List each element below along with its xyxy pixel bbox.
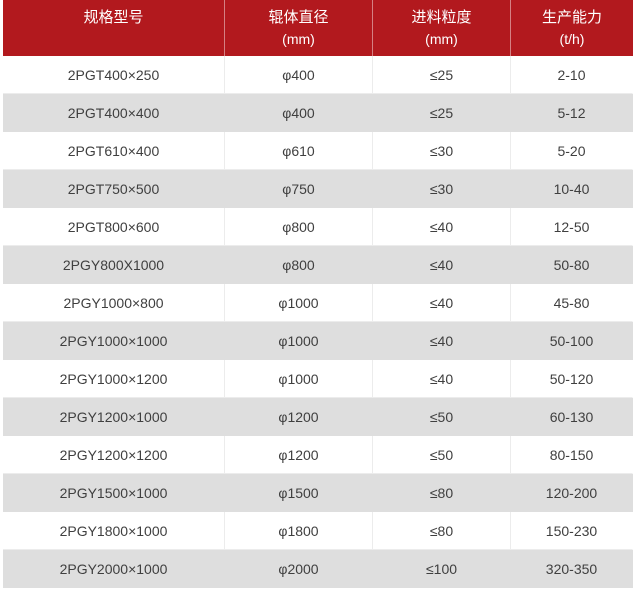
table-cell: ≤40 bbox=[373, 208, 511, 246]
header-cell-roller-diameter: 辊体直径 (mm) bbox=[225, 0, 373, 56]
table-cell: ≤25 bbox=[373, 56, 511, 94]
table-cell: 60-130 bbox=[511, 398, 633, 436]
table-cell: 2PGT400×400 bbox=[3, 94, 225, 132]
table-cell: 5-12 bbox=[511, 94, 633, 132]
table-cell: ≤40 bbox=[373, 284, 511, 322]
table-cell: ≤100 bbox=[373, 550, 511, 588]
table-cell: 2PGY1000×1200 bbox=[3, 360, 225, 398]
table-row: 2PGT400×250 φ400 ≤25 2-10 bbox=[3, 56, 633, 94]
table-cell: ≤80 bbox=[373, 474, 511, 512]
table-row: 2PGY1200×1200 φ1200 ≤50 80-150 bbox=[3, 436, 633, 474]
table-cell: φ800 bbox=[225, 246, 373, 284]
table-cell: ≤50 bbox=[373, 398, 511, 436]
table-row: 2PGT750×500 φ750 ≤30 10-40 bbox=[3, 170, 633, 208]
table-cell: 2PGY1000×1000 bbox=[3, 322, 225, 360]
table-cell: 50-80 bbox=[511, 246, 633, 284]
column-unit-capacity: (t/h) bbox=[559, 31, 585, 47]
table-row: 2PGY2000×1000 φ2000 ≤100 320-350 bbox=[3, 550, 633, 588]
column-unit-model bbox=[3, 29, 224, 49]
table-row: 2PGY800X1000 φ800 ≤40 50-80 bbox=[3, 246, 633, 284]
table-cell: φ610 bbox=[225, 132, 373, 170]
table-cell: 120-200 bbox=[511, 474, 633, 512]
table-cell: φ1800 bbox=[225, 512, 373, 550]
table-cell: φ1000 bbox=[225, 284, 373, 322]
table-row: 2PGY1800×1000 φ1800 ≤80 150-230 bbox=[3, 512, 633, 550]
table-cell: φ400 bbox=[225, 56, 373, 94]
table-row: 2PGY1000×800 φ1000 ≤40 45-80 bbox=[3, 284, 633, 322]
table-cell: 2PGY1000×800 bbox=[3, 284, 225, 322]
table-cell: ≤40 bbox=[373, 322, 511, 360]
table-cell: 12-50 bbox=[511, 208, 633, 246]
table-row: 2PGY1200×1000 φ1200 ≤50 60-130 bbox=[3, 398, 633, 436]
table-cell: ≤25 bbox=[373, 94, 511, 132]
table-cell: 2-10 bbox=[511, 56, 633, 94]
table-cell: ≤80 bbox=[373, 512, 511, 550]
table-cell: 2PGT400×250 bbox=[3, 56, 225, 94]
table-cell: 50-120 bbox=[511, 360, 633, 398]
table-cell: 2PGY1200×1200 bbox=[3, 436, 225, 474]
spec-table-container: 规格型号 辊体直径 (mm) 进料粒度 (mm) 生产能力 (t/h) 2PGT… bbox=[3, 0, 633, 588]
column-title-model: 规格型号 bbox=[83, 9, 144, 26]
column-title-capacity: 生产能力 bbox=[541, 9, 602, 26]
table-cell: 2PGT750×500 bbox=[3, 170, 225, 208]
header-cell-capacity: 生产能力 (t/h) bbox=[511, 0, 633, 56]
table-row: 2PGY1500×1000 φ1500 ≤80 120-200 bbox=[3, 474, 633, 512]
table-cell: 10-40 bbox=[511, 170, 633, 208]
spec-table-header: 规格型号 辊体直径 (mm) 进料粒度 (mm) 生产能力 (t/h) bbox=[3, 0, 633, 56]
header-cell-model: 规格型号 bbox=[3, 0, 225, 56]
header-row: 规格型号 辊体直径 (mm) 进料粒度 (mm) 生产能力 (t/h) bbox=[3, 0, 633, 56]
table-row: 2PGT800×600 φ800 ≤40 12-50 bbox=[3, 208, 633, 246]
table-cell: 2PGY2000×1000 bbox=[3, 550, 225, 588]
table-row: 2PGT610×400 φ610 ≤30 5-20 bbox=[3, 132, 633, 170]
header-cell-feed-size: 进料粒度 (mm) bbox=[373, 0, 511, 56]
table-cell: 2PGT800×600 bbox=[3, 208, 225, 246]
table-cell: 45-80 bbox=[511, 284, 633, 322]
column-title-feed-size: 进料粒度 bbox=[411, 9, 472, 26]
table-row: 2PGY1000×1000 φ1000 ≤40 50-100 bbox=[3, 322, 633, 360]
table-cell: ≤40 bbox=[373, 246, 511, 284]
table-cell: ≤30 bbox=[373, 132, 511, 170]
column-unit-feed-size: (mm) bbox=[425, 31, 458, 47]
table-cell: φ750 bbox=[225, 170, 373, 208]
table-row: 2PGY1000×1200 φ1000 ≤40 50-120 bbox=[3, 360, 633, 398]
table-cell: 2PGT610×400 bbox=[3, 132, 225, 170]
table-cell: φ1000 bbox=[225, 360, 373, 398]
table-cell: ≤50 bbox=[373, 436, 511, 474]
spec-table-body: 2PGT400×250 φ400 ≤25 2-10 2PGT400×400 φ400 ≤25… bbox=[3, 56, 633, 588]
table-cell: φ1500 bbox=[225, 474, 373, 512]
spec-table: 规格型号 辊体直径 (mm) 进料粒度 (mm) 生产能力 (t/h) 2PGT… bbox=[3, 0, 633, 588]
table-cell: 50-100 bbox=[511, 322, 633, 360]
table-cell: φ400 bbox=[225, 94, 373, 132]
table-cell: 80-150 bbox=[511, 436, 633, 474]
table-cell: ≤40 bbox=[373, 360, 511, 398]
table-cell: 150-230 bbox=[511, 512, 633, 550]
table-cell: φ1000 bbox=[225, 322, 373, 360]
table-cell: 5-20 bbox=[511, 132, 633, 170]
table-cell: 2PGY800X1000 bbox=[3, 246, 225, 284]
table-cell: φ1200 bbox=[225, 398, 373, 436]
table-cell: φ800 bbox=[225, 208, 373, 246]
table-cell: φ1200 bbox=[225, 436, 373, 474]
column-unit-roller-diameter: (mm) bbox=[282, 31, 315, 47]
table-cell: 320-350 bbox=[511, 550, 633, 588]
column-title-roller-diameter: 辊体直径 bbox=[268, 9, 329, 26]
table-cell: 2PGY1500×1000 bbox=[3, 474, 225, 512]
table-cell: φ2000 bbox=[225, 550, 373, 588]
table-cell: ≤30 bbox=[373, 170, 511, 208]
table-cell: 2PGY1800×1000 bbox=[3, 512, 225, 550]
table-cell: 2PGY1200×1000 bbox=[3, 398, 225, 436]
table-row: 2PGT400×400 φ400 ≤25 5-12 bbox=[3, 94, 633, 132]
